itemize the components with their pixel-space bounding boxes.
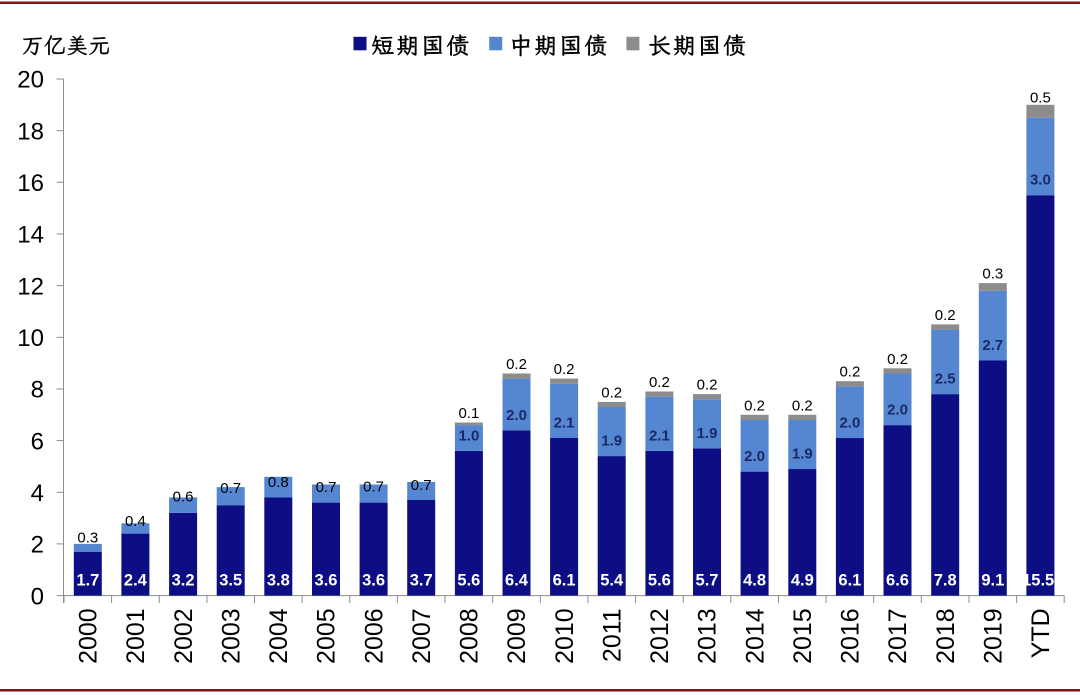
svg-text:2005: 2005 [313, 608, 341, 664]
svg-text:15.5: 15.5 [1022, 571, 1054, 589]
svg-text:2.5: 2.5 [935, 371, 956, 388]
svg-text:4: 4 [31, 480, 44, 507]
svg-text:0.2: 0.2 [744, 397, 765, 414]
svg-text:2014: 2014 [741, 608, 769, 664]
svg-text:2.7: 2.7 [982, 337, 1003, 354]
svg-text:10: 10 [17, 325, 44, 352]
svg-text:2016: 2016 [837, 608, 865, 664]
svg-text:0.8: 0.8 [268, 474, 289, 491]
svg-text:2001: 2001 [122, 608, 150, 664]
svg-text:0.2: 0.2 [887, 351, 908, 368]
svg-text:5.6: 5.6 [648, 571, 671, 589]
svg-text:0.1: 0.1 [458, 405, 479, 422]
svg-text:5.7: 5.7 [696, 571, 719, 589]
svg-text:4.8: 4.8 [743, 571, 766, 589]
svg-text:6.4: 6.4 [505, 571, 529, 589]
svg-text:2.4: 2.4 [124, 571, 148, 589]
svg-text:0.4: 0.4 [125, 513, 146, 530]
svg-text:3.6: 3.6 [315, 571, 338, 589]
svg-text:14: 14 [17, 222, 44, 249]
svg-text:1.0: 1.0 [458, 428, 479, 445]
svg-text:2009: 2009 [503, 608, 531, 664]
svg-text:3.7: 3.7 [410, 571, 433, 589]
svg-text:0.2: 0.2 [554, 361, 575, 378]
svg-text:2.0: 2.0 [887, 402, 908, 419]
svg-text:5.6: 5.6 [457, 571, 480, 589]
svg-text:20: 20 [17, 67, 44, 94]
svg-text:2015: 2015 [789, 608, 817, 664]
svg-text:0.3: 0.3 [77, 529, 98, 546]
svg-text:2: 2 [31, 532, 44, 559]
svg-text:1.9: 1.9 [697, 425, 718, 442]
svg-text:1.9: 1.9 [601, 433, 622, 450]
svg-text:0.3: 0.3 [982, 266, 1003, 283]
svg-text:12: 12 [17, 273, 44, 300]
svg-text:3.2: 3.2 [172, 571, 195, 589]
svg-text:2013: 2013 [694, 608, 722, 664]
svg-text:2003: 2003 [217, 608, 245, 664]
svg-text:2007: 2007 [408, 608, 436, 664]
svg-text:4.9: 4.9 [791, 571, 814, 589]
svg-text:2.1: 2.1 [649, 428, 670, 445]
svg-text:3.0: 3.0 [1030, 172, 1051, 189]
svg-text:7.8: 7.8 [934, 571, 957, 589]
svg-text:2000: 2000 [75, 608, 103, 664]
svg-text:2.0: 2.0 [744, 448, 765, 465]
svg-text:6: 6 [31, 428, 44, 455]
svg-text:0.7: 0.7 [363, 478, 384, 495]
svg-text:0.2: 0.2 [792, 397, 813, 414]
svg-text:5.4: 5.4 [600, 571, 624, 589]
svg-text:2011: 2011 [598, 608, 626, 662]
svg-text:2006: 2006 [360, 608, 388, 664]
svg-text:0: 0 [31, 583, 44, 610]
svg-text:0.5: 0.5 [1030, 89, 1051, 106]
svg-text:0.7: 0.7 [316, 479, 337, 496]
svg-text:2008: 2008 [456, 608, 484, 664]
svg-text:0.6: 0.6 [173, 488, 194, 505]
svg-text:2.0: 2.0 [839, 415, 860, 432]
svg-text:0.2: 0.2 [649, 374, 670, 391]
svg-text:0.2: 0.2 [935, 307, 956, 324]
svg-text:16: 16 [17, 170, 44, 197]
svg-text:6.6: 6.6 [886, 571, 909, 589]
svg-text:3.6: 3.6 [362, 571, 385, 589]
svg-text:6.1: 6.1 [553, 571, 576, 589]
svg-text:2002: 2002 [170, 608, 198, 664]
svg-text:2010: 2010 [551, 608, 579, 664]
svg-text:9.1: 9.1 [981, 571, 1004, 589]
svg-text:2.1: 2.1 [554, 415, 575, 432]
svg-text:2012: 2012 [646, 608, 674, 664]
svg-text:0.2: 0.2 [697, 377, 718, 394]
svg-text:0.2: 0.2 [506, 356, 527, 373]
svg-text:18: 18 [17, 118, 44, 145]
svg-text:YTD: YTD [1027, 608, 1055, 658]
svg-text:8: 8 [31, 377, 44, 404]
svg-text:6.1: 6.1 [838, 571, 861, 589]
svg-text:3.5: 3.5 [219, 571, 242, 589]
svg-text:0.2: 0.2 [601, 384, 622, 401]
svg-text:1.7: 1.7 [76, 571, 99, 589]
svg-text:2018: 2018 [932, 608, 960, 664]
svg-text:2004: 2004 [265, 608, 293, 664]
svg-text:2017: 2017 [884, 608, 912, 664]
svg-text:1.9: 1.9 [792, 446, 813, 463]
svg-text:0.2: 0.2 [839, 364, 860, 381]
svg-text:3.8: 3.8 [267, 571, 290, 589]
svg-text:2019: 2019 [980, 608, 1008, 664]
svg-text:0.7: 0.7 [220, 480, 241, 497]
svg-text:0.7: 0.7 [411, 477, 432, 494]
svg-text:2.0: 2.0 [506, 407, 527, 424]
